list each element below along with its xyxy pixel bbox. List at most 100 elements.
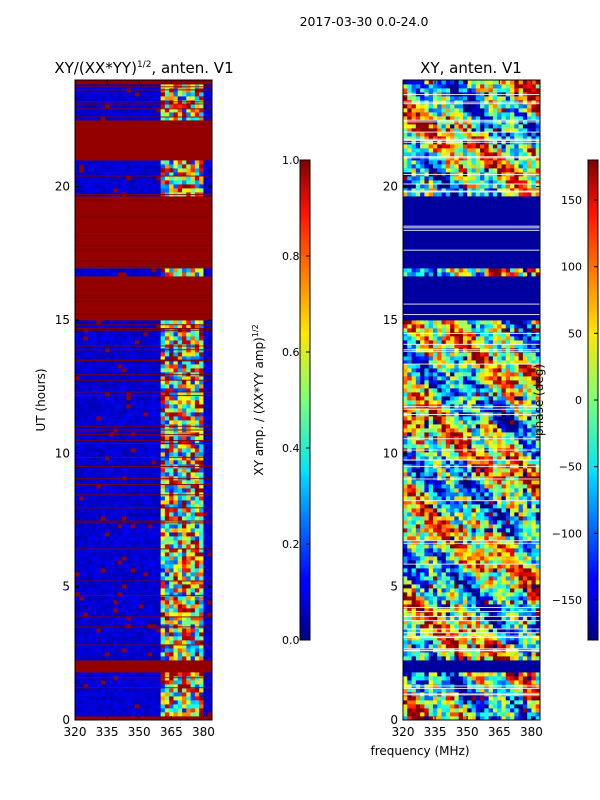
heatmap-cell bbox=[173, 408, 179, 413]
heatmap-cell bbox=[100, 308, 106, 313]
heatmap-cell bbox=[147, 120, 153, 125]
heatmap-cell bbox=[75, 120, 80, 125]
heatmap-cell bbox=[207, 332, 213, 337]
heatmap-cell bbox=[75, 200, 80, 205]
heatmap-cell bbox=[203, 384, 209, 389]
heatmap-cell bbox=[194, 436, 200, 441]
heatmap-cell bbox=[164, 632, 170, 637]
heatmap-cell bbox=[147, 136, 153, 141]
heatmap-cell bbox=[147, 164, 153, 169]
heatmap-cell bbox=[203, 580, 209, 585]
heatmap-cell bbox=[122, 396, 127, 401]
heatmap-cell bbox=[207, 252, 213, 257]
heatmap-cell bbox=[190, 360, 196, 365]
heatmap-cell bbox=[130, 652, 136, 657]
heatmap-cell bbox=[194, 124, 200, 129]
heatmap-cell bbox=[117, 304, 123, 309]
heatmap-cell bbox=[173, 280, 179, 285]
heatmap-cell bbox=[92, 172, 97, 177]
heatmap-cell bbox=[152, 228, 157, 233]
heatmap-cell bbox=[143, 308, 149, 313]
heatmap-cell bbox=[130, 716, 136, 721]
heatmap-cell bbox=[190, 112, 196, 117]
heatmap-cell bbox=[199, 392, 204, 397]
heatmap-cell bbox=[117, 624, 123, 629]
heatmap-cell bbox=[169, 220, 174, 225]
heatmap-cell bbox=[190, 484, 196, 489]
heatmap-cell bbox=[186, 660, 191, 665]
heatmap-cell bbox=[199, 408, 204, 413]
heatmap-cell bbox=[79, 644, 84, 649]
heatmap-cell bbox=[83, 516, 89, 521]
heatmap-cell bbox=[113, 612, 119, 617]
heatmap-cell bbox=[83, 580, 89, 585]
heatmap-cell bbox=[87, 548, 93, 553]
heatmap-cell bbox=[173, 268, 179, 273]
heatmap-cell bbox=[117, 384, 123, 389]
heatmap-cell bbox=[75, 404, 80, 409]
heatmap-cell bbox=[113, 416, 119, 421]
heatmap-cell bbox=[203, 628, 209, 633]
heatmap-cell bbox=[160, 208, 166, 213]
heatmap-cell bbox=[134, 384, 140, 389]
heatmap-cell bbox=[130, 660, 136, 665]
heatmap-cell bbox=[83, 440, 89, 445]
heatmap-cell bbox=[203, 620, 209, 625]
heatmap-cell bbox=[100, 396, 106, 401]
heatmap-cell bbox=[169, 664, 174, 669]
heatmap-cell bbox=[199, 144, 204, 149]
heatmap-cell bbox=[160, 524, 166, 529]
heatmap-cell bbox=[160, 632, 166, 637]
heatmap-cell bbox=[164, 496, 170, 501]
heatmap-cell bbox=[207, 200, 213, 205]
heatmap-cell bbox=[104, 684, 110, 689]
heatmap-cell bbox=[199, 108, 204, 113]
heatmap-cell bbox=[83, 612, 89, 617]
heatmap-cell bbox=[122, 316, 127, 321]
heatmap-cell bbox=[96, 592, 102, 597]
heatmap-cell bbox=[207, 528, 213, 533]
heatmap-cell bbox=[143, 320, 149, 325]
heatmap-cell bbox=[207, 708, 213, 713]
heatmap-cell bbox=[147, 356, 153, 361]
heatmap-cell bbox=[130, 260, 136, 265]
heatmap-cell bbox=[87, 448, 93, 453]
heatmap-cell bbox=[100, 540, 106, 545]
heatmap-cell bbox=[117, 120, 123, 125]
heatmap-cell bbox=[96, 492, 102, 497]
heatmap-cell bbox=[134, 620, 140, 625]
heatmap-cell bbox=[152, 200, 157, 205]
heatmap-cell bbox=[182, 508, 187, 513]
heatmap-cell bbox=[152, 444, 157, 449]
heatmap-cell bbox=[134, 472, 140, 477]
heatmap-cell bbox=[143, 188, 149, 193]
heatmap-cell bbox=[160, 96, 166, 101]
heatmap-cell bbox=[109, 208, 114, 213]
heatmap-cell bbox=[160, 140, 166, 145]
heatmap-cell bbox=[143, 472, 149, 477]
heatmap-cell bbox=[186, 468, 191, 473]
heatmap-cell bbox=[104, 188, 110, 193]
heatmap-cell bbox=[96, 232, 102, 237]
heatmap-cell bbox=[147, 112, 153, 117]
heatmap-cell bbox=[79, 528, 84, 533]
heatmap-cell bbox=[134, 396, 140, 401]
heatmap-cell bbox=[122, 568, 127, 573]
heatmap-cell bbox=[130, 320, 136, 325]
heatmap-cell bbox=[182, 220, 187, 225]
heatmap-cell bbox=[92, 688, 97, 693]
heatmap-cell bbox=[173, 528, 179, 533]
heatmap-cell bbox=[79, 688, 84, 693]
heatmap-cell bbox=[109, 276, 114, 281]
heatmap-cell bbox=[190, 480, 196, 485]
heatmap-cell bbox=[164, 684, 170, 689]
heatmap-cell bbox=[164, 692, 170, 697]
heatmap-cell bbox=[79, 548, 84, 553]
heatmap-cell bbox=[156, 384, 162, 389]
heatmap-cell bbox=[122, 236, 127, 241]
heatmap-cell bbox=[134, 436, 140, 441]
heatmap-cell bbox=[83, 308, 89, 313]
heatmap-cell bbox=[96, 252, 102, 257]
heatmap-cell bbox=[113, 504, 119, 509]
heatmap-cell bbox=[207, 552, 213, 557]
